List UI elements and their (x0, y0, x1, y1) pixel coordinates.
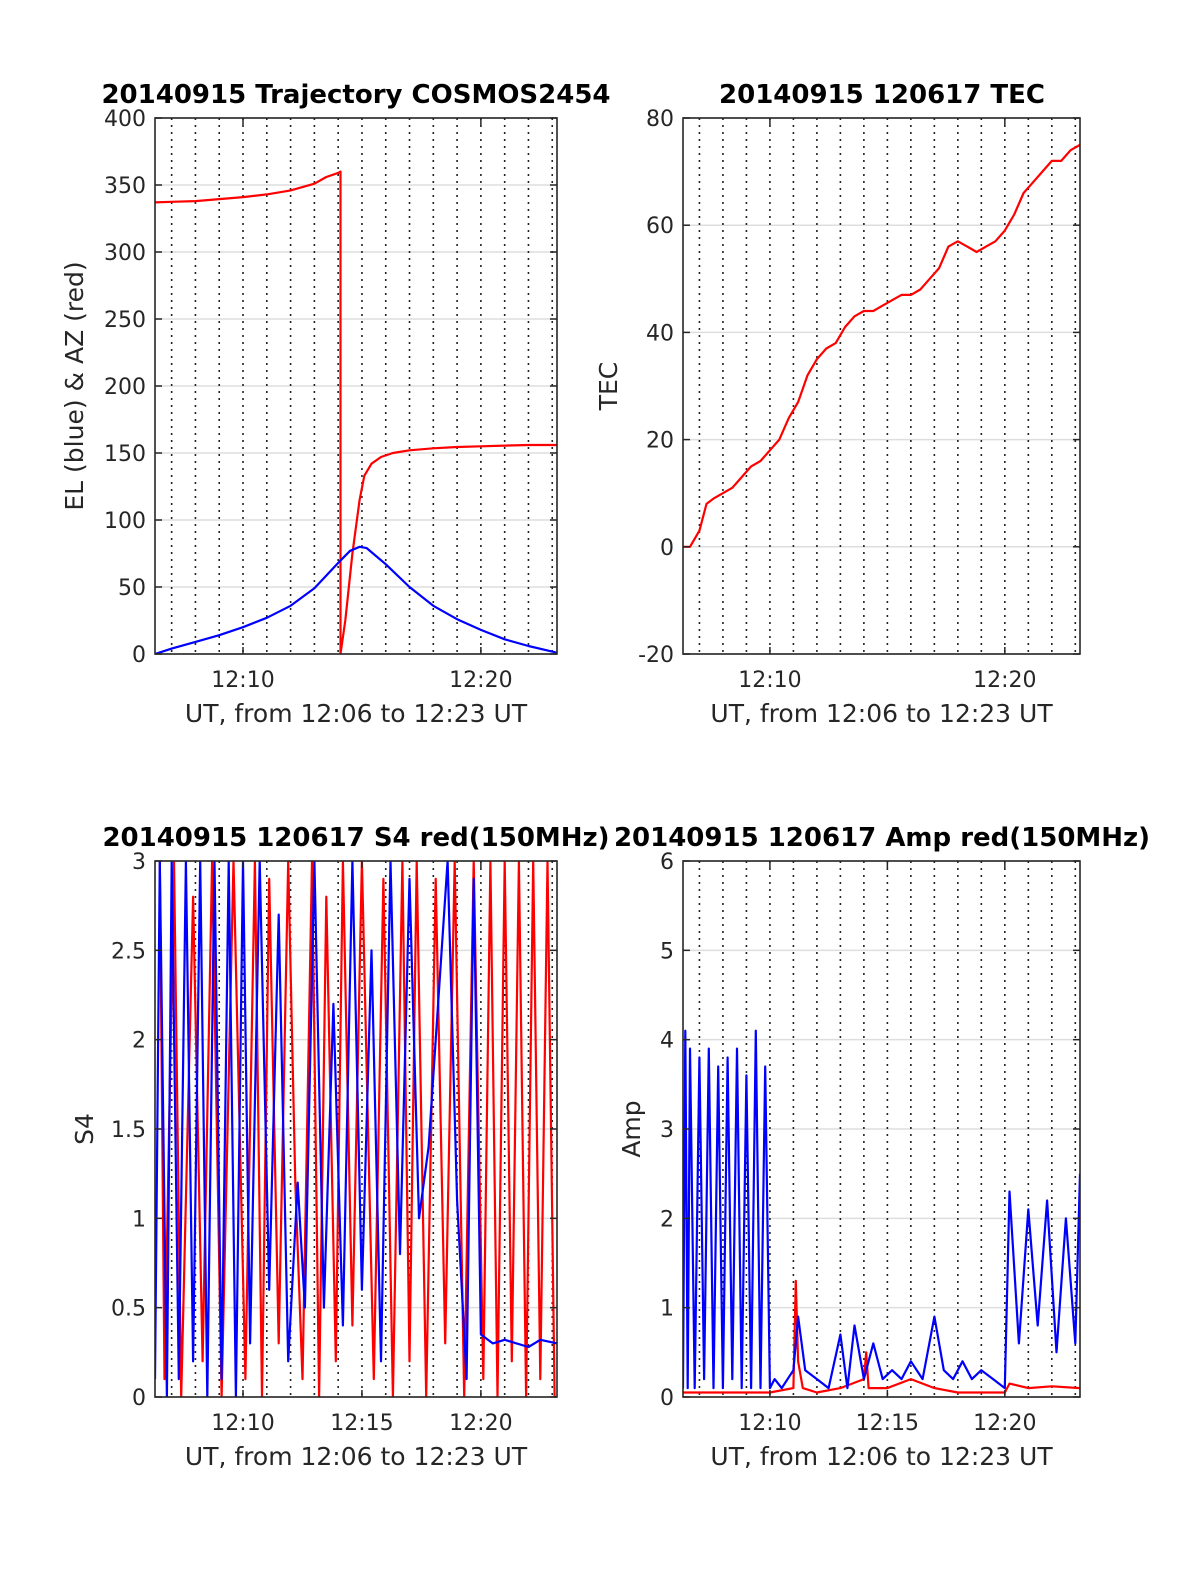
x-tick-label: 12:15 (856, 1411, 919, 1436)
y-tick-label: 2 (660, 1207, 674, 1232)
x-tick-label: 12:10 (738, 668, 801, 693)
y-tick-label: 2.5 (111, 939, 146, 964)
x-axis-label: UT, from 12:06 to 12:23 UT (710, 1442, 1053, 1471)
x-tick-label: 12:20 (449, 1411, 512, 1436)
axes-box (682, 117, 1081, 655)
series-line-1 (683, 143, 1080, 548)
series-line-2 (683, 1029, 1080, 1390)
y-tick-label: 300 (104, 241, 146, 266)
chart-panel-2: -20 0 20 40 60 80 12:10 12:20 UT, from 12:06 to … (594, 80, 1081, 728)
plot-area (683, 118, 1080, 654)
chart-title: 20140915 120617 Amp red(150MHz) (614, 823, 1150, 853)
y-tick-label: 6 (660, 850, 674, 875)
series-line-2 (155, 545, 557, 654)
y-tick-label: 50 (118, 576, 146, 601)
y-tick-label: 0.5 (111, 1297, 146, 1322)
y-axis-label: EL (blue) & AZ (red) (60, 261, 89, 510)
series-line-1 (155, 170, 557, 654)
y-tick-label: 1 (660, 1297, 674, 1322)
y-tick-label: 250 (104, 308, 146, 333)
y-tick-label: 200 (104, 375, 146, 400)
series-line-1 (683, 1279, 1080, 1394)
chart-title: 20140915 Trajectory COSMOS2454 (101, 80, 610, 110)
series-line-1 (158, 861, 556, 1397)
y-tick-label: 100 (104, 509, 146, 534)
y-tick-label: 350 (104, 174, 146, 199)
y-tick-label: 2 (132, 1029, 146, 1054)
y-tick-label: 80 (646, 107, 674, 132)
y-tick-label: 0 (132, 643, 146, 668)
x-tick-label: 12:20 (449, 668, 512, 693)
y-tick-label: 1.5 (111, 1118, 146, 1143)
chart-title: 20140915 120617 TEC (719, 80, 1045, 110)
chart-panel-1: 0 50 100 150 200 250 300 350 400 12:10 12:20 UT, fr… (60, 80, 611, 728)
x-tick-label: 12:10 (211, 668, 274, 693)
x-tick-label: 12:20 (973, 1411, 1036, 1436)
x-axis-label: UT, from 12:06 to 12:23 UT (185, 1442, 528, 1471)
series-line-2 (155, 861, 557, 1397)
chart-panel-3: 0 0.5 1 1.5 2 2.5 3 12:10 12:15 12:20 UT, from 12:… (70, 823, 610, 1471)
x-tick-label: 12:10 (211, 1411, 274, 1436)
y-tick-label: 1 (132, 1207, 146, 1232)
y-tick-label: 150 (104, 442, 146, 467)
y-tick-label: 4 (660, 1029, 674, 1054)
x-axis-label: UT, from 12:06 to 12:23 UT (185, 699, 528, 728)
y-tick-label: 3 (660, 1118, 674, 1143)
x-tick-label: 12:15 (330, 1411, 393, 1436)
y-tick-label: -20 (638, 643, 674, 668)
y-tick-label: 0 (660, 1386, 674, 1411)
y-axis-label: Amp (617, 1100, 646, 1157)
y-tick-label: 0 (132, 1386, 146, 1411)
y-tick-label: 3 (132, 850, 146, 875)
y-tick-label: 0 (660, 536, 674, 561)
y-axis-label: TEC (594, 362, 623, 412)
x-tick-label: 12:10 (738, 1411, 801, 1436)
x-axis-label: UT, from 12:06 to 12:23 UT (710, 699, 1053, 728)
y-tick-label: 400 (104, 107, 146, 132)
x-tick-label: 12:20 (973, 668, 1036, 693)
y-axis-label: S4 (70, 1113, 99, 1145)
y-tick-label: 20 (646, 429, 674, 454)
chart-title: 20140915 120617 S4 red(150MHz) (102, 823, 609, 853)
y-tick-label: 5 (660, 939, 674, 964)
chart-panel-4: 0 1 2 3 4 5 6 12:10 12:15 12:20 UT, from 12:06 to … (614, 823, 1150, 1471)
y-tick-label: 60 (646, 214, 674, 239)
y-tick-label: 40 (646, 321, 674, 346)
